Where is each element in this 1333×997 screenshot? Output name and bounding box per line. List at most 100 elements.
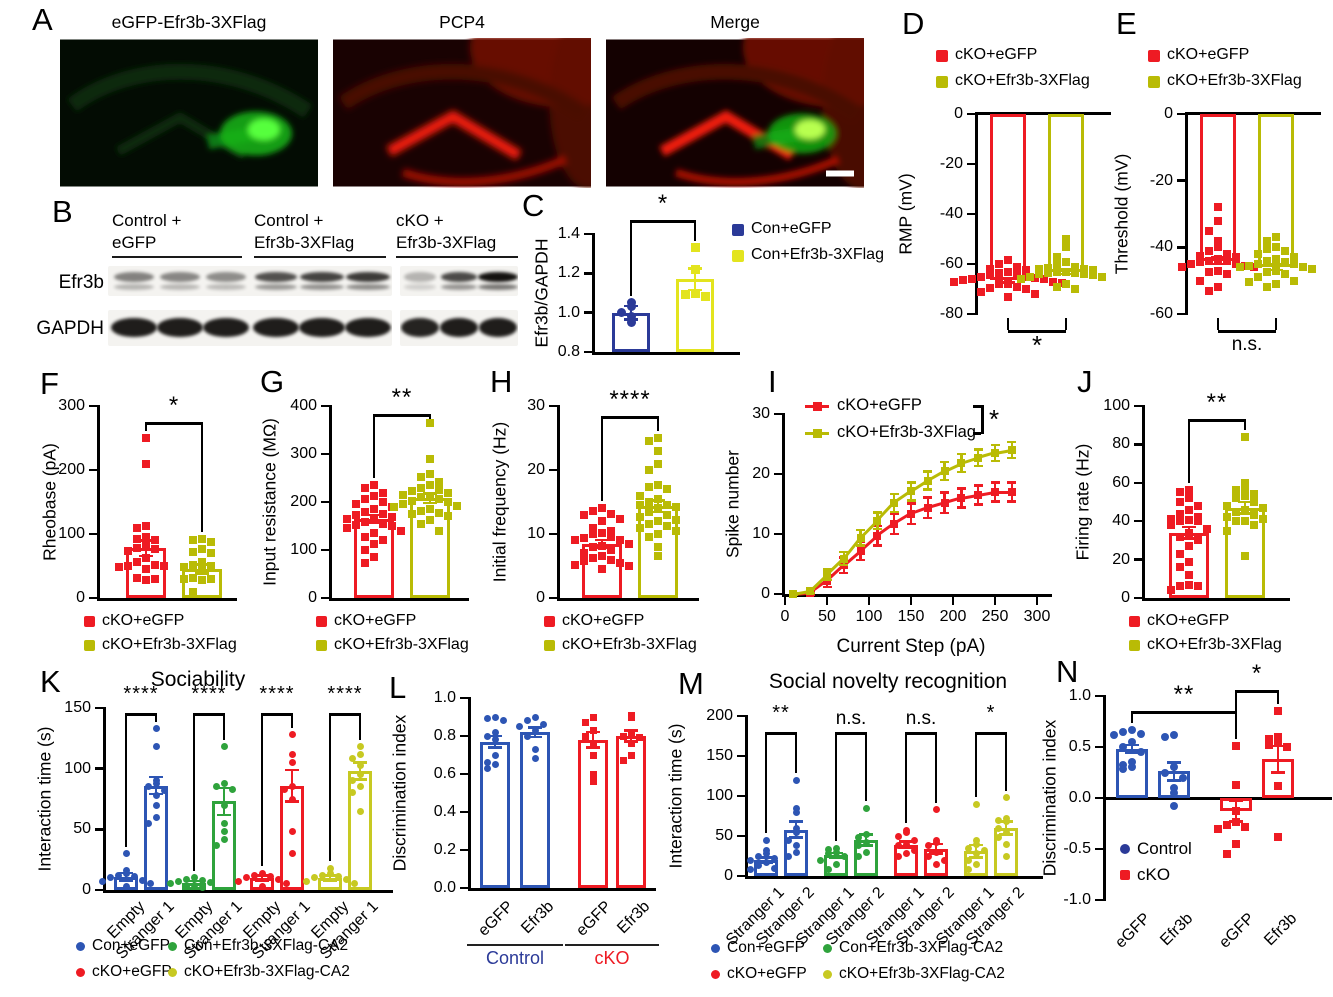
panel-letter-k: K xyxy=(40,664,61,699)
data-point xyxy=(1004,280,1012,288)
legend-marker xyxy=(1120,870,1130,880)
error-cap xyxy=(956,487,966,490)
y-tick-label: 200 xyxy=(58,461,85,478)
sig-label: * xyxy=(986,702,996,724)
panel-m: M Social novelty recognition 0 50 100 150 200 I… xyxy=(653,660,1050,997)
data-point xyxy=(1185,516,1193,525)
data-point xyxy=(995,268,1003,277)
legend-marker xyxy=(823,944,832,953)
data-point xyxy=(152,779,160,787)
data-point xyxy=(1232,807,1240,816)
data-point xyxy=(907,487,915,496)
y-tick-label: 300 xyxy=(58,397,85,414)
data-point xyxy=(589,713,597,721)
data-point xyxy=(124,562,132,570)
data-point xyxy=(598,528,606,537)
data-point xyxy=(1250,490,1258,499)
data-point xyxy=(1241,517,1249,526)
legend-marker xyxy=(812,401,822,411)
data-point xyxy=(426,470,434,479)
error-cap xyxy=(822,568,832,571)
error-cap xyxy=(488,746,502,749)
x-tick xyxy=(825,597,829,605)
sig-arm xyxy=(200,422,204,533)
bar xyxy=(578,739,608,888)
data-point xyxy=(356,750,364,758)
data-point xyxy=(1185,505,1193,514)
data-point xyxy=(663,500,671,509)
data-point xyxy=(1250,521,1258,530)
data-point xyxy=(370,505,378,514)
blot-band xyxy=(253,318,299,337)
panel-g: G 0 100 200 300 400 Input resistance (MΩ) ** cKO… xyxy=(254,366,484,658)
data-point xyxy=(607,532,615,541)
y-tick-label: 60 xyxy=(1112,473,1130,491)
data-point xyxy=(408,510,416,518)
data-point xyxy=(133,544,141,553)
data-point xyxy=(784,852,792,860)
sig-arm xyxy=(1234,690,1238,739)
data-point xyxy=(1026,272,1034,281)
data-point xyxy=(792,828,800,836)
y-axis-title: Spike number xyxy=(722,450,743,558)
legend-label: cKO+Efr3b-3XFlag xyxy=(955,72,1090,89)
data-point xyxy=(426,492,434,501)
y-tick xyxy=(584,272,592,275)
data-point xyxy=(589,506,597,515)
data-point xyxy=(619,732,627,740)
data-point xyxy=(1185,486,1193,495)
y-tick-label: 100 xyxy=(706,787,733,804)
data-point xyxy=(144,819,152,827)
error-cap xyxy=(1167,761,1181,764)
y-tick xyxy=(460,810,468,814)
sig-arm xyxy=(1243,419,1247,430)
data-point xyxy=(152,813,160,821)
blot-band xyxy=(111,318,157,337)
data-point xyxy=(343,514,351,523)
data-point xyxy=(523,717,531,725)
data-point xyxy=(1232,253,1240,262)
data-point xyxy=(746,866,754,874)
data-point xyxy=(531,726,539,734)
error-cap xyxy=(1238,500,1252,504)
data-point xyxy=(598,552,606,561)
data-point xyxy=(352,511,360,520)
data-point xyxy=(1044,268,1052,277)
y-tick-label: -40 xyxy=(939,205,963,222)
data-point xyxy=(426,480,434,489)
data-point xyxy=(1274,832,1282,841)
data-point xyxy=(1170,788,1178,797)
sig-line xyxy=(1218,330,1276,333)
data-point xyxy=(342,875,350,883)
data-point xyxy=(636,491,644,500)
data-point xyxy=(302,878,310,885)
data-point xyxy=(483,764,491,772)
data-point xyxy=(977,272,985,281)
data-point xyxy=(972,836,980,844)
data-point xyxy=(361,483,369,492)
legend-label: cKO+eGFP xyxy=(727,964,807,982)
data-point xyxy=(318,871,326,879)
sig-label: ** xyxy=(772,702,790,724)
data-point xyxy=(397,526,405,535)
y-tick-label: 0.8 xyxy=(433,727,456,744)
legend-label: cKO+eGFP xyxy=(955,46,1038,63)
sig-label: **** xyxy=(327,683,363,705)
legend-label: cKO+eGFP xyxy=(1147,611,1230,629)
sig-arm xyxy=(1187,419,1191,484)
data-point xyxy=(1250,498,1258,506)
data-point xyxy=(160,562,168,570)
data-point xyxy=(144,783,152,791)
data-point xyxy=(250,871,258,879)
data-point xyxy=(991,488,999,496)
y-tick-label: 1.4 xyxy=(557,225,580,242)
error-cap xyxy=(255,879,269,882)
sig-arm xyxy=(794,732,798,773)
data-point xyxy=(228,785,236,793)
data-point xyxy=(1265,734,1273,743)
blot-group-label-control-egfp: Control + eGFP xyxy=(112,211,182,253)
data-point xyxy=(417,506,425,515)
data-point xyxy=(625,562,633,570)
data-point xyxy=(352,499,360,508)
y-tick xyxy=(1177,312,1185,316)
